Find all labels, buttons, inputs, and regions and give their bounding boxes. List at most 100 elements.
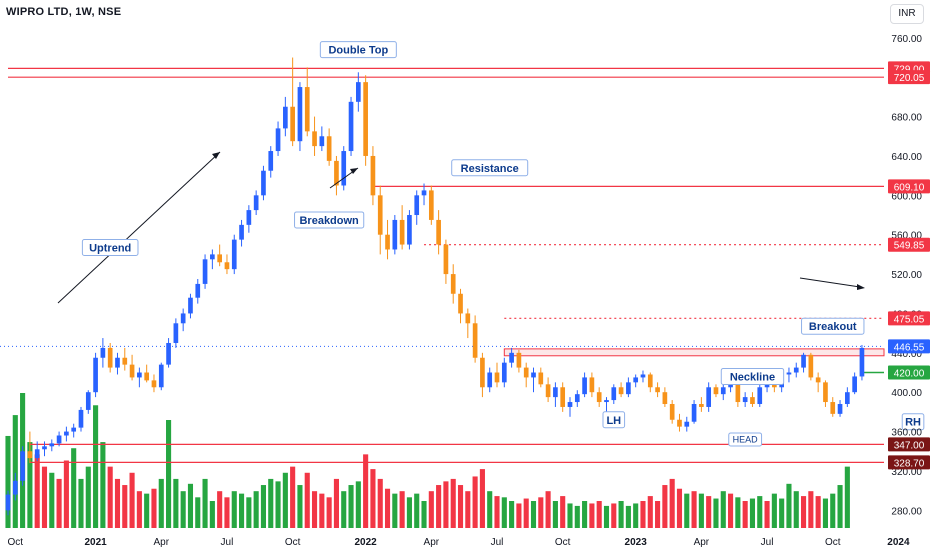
- annotation-box: [901, 413, 925, 431]
- candle-body: [71, 427, 77, 432]
- candle-body: [596, 392, 602, 403]
- candle-body: [574, 394, 580, 403]
- volume-bar: [114, 478, 121, 528]
- volume-bar: [487, 491, 493, 528]
- volume-bar: [275, 481, 281, 528]
- volume-bar: [239, 493, 245, 528]
- volume-bar: [618, 501, 624, 528]
- volume-bar: [640, 501, 646, 528]
- candle-body: [151, 380, 157, 388]
- candle-body: [837, 404, 843, 414]
- volume-bar: [494, 496, 500, 528]
- candle-body: [633, 377, 639, 383]
- candle-body: [735, 382, 741, 403]
- time-axis[interactable]: Oct 2021 Apr Jul Oct 2022 Apr Jul Oct 2023 Apr Jul O…: [8, 537, 910, 548]
- volume-bar: [436, 485, 442, 528]
- candle-body: [538, 372, 544, 385]
- x-tick-label: Oct: [825, 537, 841, 548]
- volume-bar: [166, 420, 172, 528]
- candle-body: [691, 404, 697, 422]
- volume-bar: [837, 485, 843, 528]
- volume-bar: [49, 472, 55, 528]
- volume-bar: [706, 496, 712, 528]
- annotations: Double Top Resistance Breakdown Uptrend Brea…: [57, 41, 925, 447]
- uptrend-arrowhead: [212, 152, 220, 159]
- x-tick-label: 2023: [625, 537, 648, 548]
- candle-body: [786, 372, 792, 375]
- y-tick-label: 400.00: [891, 388, 922, 399]
- volume-bar: [355, 481, 361, 528]
- volume-bar: [100, 442, 106, 528]
- candle-body: [195, 283, 201, 298]
- candle-body: [684, 421, 690, 427]
- volume-bar: [800, 496, 807, 528]
- volume-bar: [319, 493, 325, 528]
- volume-bar: [779, 498, 785, 528]
- x-tick-label: Apr: [694, 537, 710, 548]
- volume-bar: [457, 485, 464, 528]
- candle-body: [217, 254, 222, 263]
- candle-body: [12, 480, 18, 495]
- volume-bar: [151, 488, 157, 528]
- volume-bar: [195, 497, 201, 528]
- level-tag: 720.05: [894, 73, 925, 84]
- volume-bar: [450, 478, 456, 528]
- candle-body: [42, 446, 47, 450]
- volume-bar: [122, 485, 128, 528]
- volume-bar: [290, 466, 296, 528]
- volume-bar: [348, 485, 354, 528]
- volume-bar: [209, 501, 215, 528]
- y-tick-label: 600.00: [891, 191, 922, 202]
- level-tag: 328.70: [894, 458, 925, 469]
- candle-body: [144, 372, 150, 381]
- candle-body: [100, 347, 106, 358]
- candle-body: [137, 372, 142, 378]
- candle-body: [487, 372, 493, 388]
- currency-button[interactable]: INR: [890, 4, 924, 24]
- price-axis[interactable]: 280.00320.00360.00400.00440.00480.00520.…: [888, 34, 930, 517]
- candle-body: [304, 87, 310, 132]
- annotation-box: [294, 211, 365, 229]
- candle-body: [370, 155, 376, 196]
- y-tick-label: 520.00: [891, 270, 922, 281]
- volume-bar: [202, 478, 208, 528]
- neckline-zone: [503, 348, 885, 357]
- candle-body: [567, 402, 573, 407]
- volume-bar: [377, 478, 383, 528]
- breakout-arrowhead: [857, 284, 865, 290]
- candle-body: [34, 449, 40, 459]
- volume-bar: [676, 488, 683, 528]
- volume-bar: [538, 497, 544, 528]
- candle-body: [626, 382, 631, 395]
- annotation-label: Uptrend: [89, 243, 131, 255]
- level-tag: 729.00: [894, 64, 925, 75]
- candle-body: [560, 387, 566, 407]
- candle-body: [713, 387, 719, 395]
- candle-body: [210, 254, 215, 260]
- volume-bar: [771, 493, 777, 528]
- annotation-box: [602, 411, 626, 429]
- level-tag: 347.00: [894, 440, 925, 451]
- uptrend-arrow: [57, 151, 221, 304]
- candle-body: [392, 219, 398, 250]
- candle-body: [290, 106, 295, 142]
- volume-bar: [691, 491, 697, 528]
- y-tick-label: 640.00: [891, 152, 922, 163]
- candle-body: [399, 219, 405, 245]
- volume-bar: [253, 491, 259, 528]
- candle-body: [78, 409, 84, 428]
- candle-body: [750, 397, 755, 405]
- marker-tag-bg: [888, 365, 930, 380]
- volume-bar: [582, 501, 588, 528]
- volume-bar: [414, 493, 420, 528]
- x-tick-label: Oct: [8, 537, 24, 548]
- x-tick-label: Apr: [153, 537, 169, 548]
- level-tag-bg: [888, 437, 930, 452]
- volume-bar: [720, 491, 726, 528]
- candle-body: [421, 190, 427, 196]
- volume-bar: [12, 415, 18, 528]
- annotation-label: Double Top: [328, 45, 388, 57]
- volume-bar: [370, 469, 376, 528]
- volume-bar: [180, 491, 186, 528]
